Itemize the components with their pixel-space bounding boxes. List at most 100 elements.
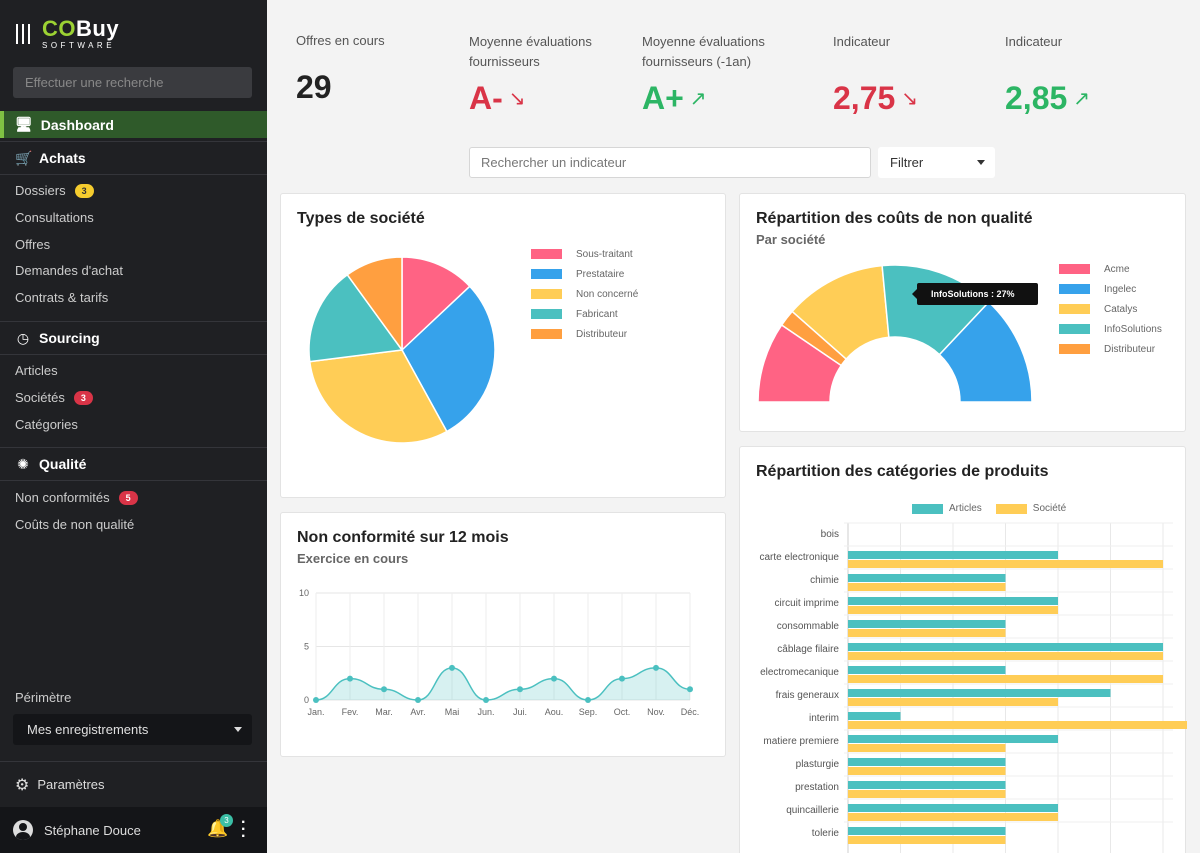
legend-item-couts-3[interactable]: InfoSolutions xyxy=(1059,319,1162,339)
sidebar-section-sourcing[interactable]: ◷ Sourcing xyxy=(0,321,267,355)
legend-item-types-2[interactable]: Non concerné xyxy=(531,284,638,304)
legend-item-couts-4[interactable]: Distributeur xyxy=(1059,339,1162,359)
bar-articles-1[interactable] xyxy=(848,551,1058,559)
legend-item-types-4[interactable]: Distributeur xyxy=(531,324,638,344)
card-title: Répartition des coûts de non qualité xyxy=(756,210,1033,227)
bar-societe-3[interactable] xyxy=(848,606,1058,614)
settings-label: Paramètres xyxy=(37,777,105,792)
bar-societe-4[interactable] xyxy=(848,629,1006,637)
sidebar-item-offres[interactable]: Offres xyxy=(15,237,50,252)
bar-societe-6[interactable] xyxy=(848,675,1163,683)
trend-down-icon: ↘ xyxy=(508,88,526,110)
category-label-12: quincaillerie xyxy=(786,805,839,816)
bar-societe-2[interactable] xyxy=(848,583,1006,591)
section-label: Achats xyxy=(39,150,86,166)
card-non-conformite: Non conformité sur 12 mois Exercice en c… xyxy=(280,512,726,757)
bar-societe-7[interactable] xyxy=(848,698,1058,706)
sidebar-item-consultations[interactable]: Consultations xyxy=(15,210,94,225)
sidebar-section-achats[interactable]: 🛒 Achats xyxy=(0,141,267,175)
legend-item-couts-1[interactable]: Ingelec xyxy=(1059,279,1162,299)
data-point-7[interactable] xyxy=(551,675,557,682)
bar-societe-8[interactable] xyxy=(848,721,1187,729)
bar-articles-8[interactable] xyxy=(848,712,901,720)
bar-articles-12[interactable] xyxy=(848,804,1058,812)
more-vertical-icon[interactable]: · · · xyxy=(241,814,247,845)
category-label-9: matiere premiere xyxy=(763,736,839,747)
user-name[interactable]: Stéphane Douce xyxy=(44,822,141,838)
sidebar-item-societes[interactable]: Sociétés 3 xyxy=(15,390,93,405)
bar-articles-13[interactable] xyxy=(848,827,1006,835)
bar-articles-7[interactable] xyxy=(848,689,1111,697)
bar-societe-10[interactable] xyxy=(848,767,1006,775)
bar-societe-11[interactable] xyxy=(848,790,1006,798)
pie-slice-0[interactable] xyxy=(401,256,471,352)
category-label-4: consommable xyxy=(777,621,840,632)
sidebar-item-label: Coûts de non qualité xyxy=(15,517,135,532)
sidebar-item-categories[interactable]: Catégories xyxy=(15,417,78,432)
data-point-10[interactable] xyxy=(653,664,659,671)
data-point-5[interactable] xyxy=(483,697,489,703)
bar-societe-13[interactable] xyxy=(848,836,1006,844)
data-point-8[interactable] xyxy=(585,697,591,703)
pie-slice-2[interactable] xyxy=(308,349,448,444)
data-point-2[interactable] xyxy=(381,686,387,693)
legend-item-types-1[interactable]: Prestataire xyxy=(531,264,638,284)
area-fill xyxy=(316,667,690,700)
section-label: Sourcing xyxy=(39,330,100,346)
sidebar-item-dossiers[interactable]: Dossiers 3 xyxy=(15,183,94,198)
data-point-6[interactable] xyxy=(517,686,523,693)
card-title: Non conformité sur 12 mois xyxy=(297,529,509,546)
trend-up-icon: ↗ xyxy=(1073,88,1091,110)
legend-item-couts-0[interactable]: Acme xyxy=(1059,259,1162,279)
bar-articles-9[interactable] xyxy=(848,735,1058,743)
data-point-0[interactable] xyxy=(313,697,319,703)
app-logo[interactable]: COBuy SOFTWARE xyxy=(16,18,119,50)
doughnut-slice-1[interactable] xyxy=(938,301,1033,403)
sidebar-item-demandes[interactable]: Demandes d'achat xyxy=(15,263,123,278)
sidebar-item-contrats[interactable]: Contrats & tarifs xyxy=(15,290,108,305)
bar-articles-3[interactable] xyxy=(848,597,1058,605)
bar-articles-10[interactable] xyxy=(848,758,1006,766)
settings-item[interactable]: ⚙ Paramètres xyxy=(0,761,267,807)
data-point-9[interactable] xyxy=(619,675,625,682)
area-chart-nonconf: 0 5 10 Jan. Fev. Mar. Avr. Mai Jun. Jui. Aou. Sep. O… xyxy=(299,588,699,717)
bar-societe-12[interactable] xyxy=(848,813,1058,821)
sidebar-item-couts[interactable]: Coûts de non qualité xyxy=(15,517,134,532)
indicator-search-input[interactable] xyxy=(469,147,871,178)
bar-societe-9[interactable] xyxy=(848,744,1006,752)
bar-articles-4[interactable] xyxy=(848,620,1006,628)
sidebar-item-dashboard[interactable]: 🖥 Dashboard xyxy=(0,111,267,138)
bar-articles-2[interactable] xyxy=(848,574,1006,582)
legend-item-couts-2[interactable]: Catalys xyxy=(1059,299,1162,319)
kpi-value: 2,75 ↘ xyxy=(833,80,919,116)
pie-slice-3[interactable] xyxy=(308,273,404,363)
pie-slice-4[interactable] xyxy=(346,256,403,353)
avatar[interactable] xyxy=(13,820,33,840)
sidebar-search-input[interactable] xyxy=(13,67,252,98)
bar-articles-5[interactable] xyxy=(848,643,1163,651)
count-badge: 3 xyxy=(73,390,93,405)
sidebar-item-label: Consultations xyxy=(15,210,94,225)
sidebar-item-label: Contrats & tarifs xyxy=(15,290,109,305)
brand-buy: Buy xyxy=(76,16,120,41)
data-point-3[interactable] xyxy=(415,697,421,703)
category-label-6: electromecanique xyxy=(760,667,839,678)
bar-societe-1[interactable] xyxy=(848,560,1163,568)
sidebar-item-label: Dossiers xyxy=(15,183,66,198)
bar-articles-6[interactable] xyxy=(848,666,1006,674)
perimetre-select[interactable]: Mes enregistrements xyxy=(13,714,252,745)
monitor-icon: 🖥 xyxy=(15,116,33,132)
filter-select[interactable]: Filtrer xyxy=(878,147,995,178)
bar-societe-5[interactable] xyxy=(848,652,1163,660)
data-point-1[interactable] xyxy=(347,675,353,682)
sidebar-section-qualite[interactable]: ✺ Qualité xyxy=(0,447,267,481)
pie-slice-1[interactable] xyxy=(401,285,496,433)
sidebar-item-non-conformites[interactable]: Non conformités 5 xyxy=(15,490,138,505)
legend-item-types-3[interactable]: Fabricant xyxy=(531,304,638,324)
sidebar-item-articles[interactable]: Articles xyxy=(15,363,58,378)
bar-articles-11[interactable] xyxy=(848,781,1006,789)
data-point-4[interactable] xyxy=(449,664,455,671)
legend-item-types-0[interactable]: Sous-traitant xyxy=(531,244,638,264)
data-point-11[interactable] xyxy=(687,686,693,693)
category-label-13: tolerie xyxy=(812,828,840,839)
